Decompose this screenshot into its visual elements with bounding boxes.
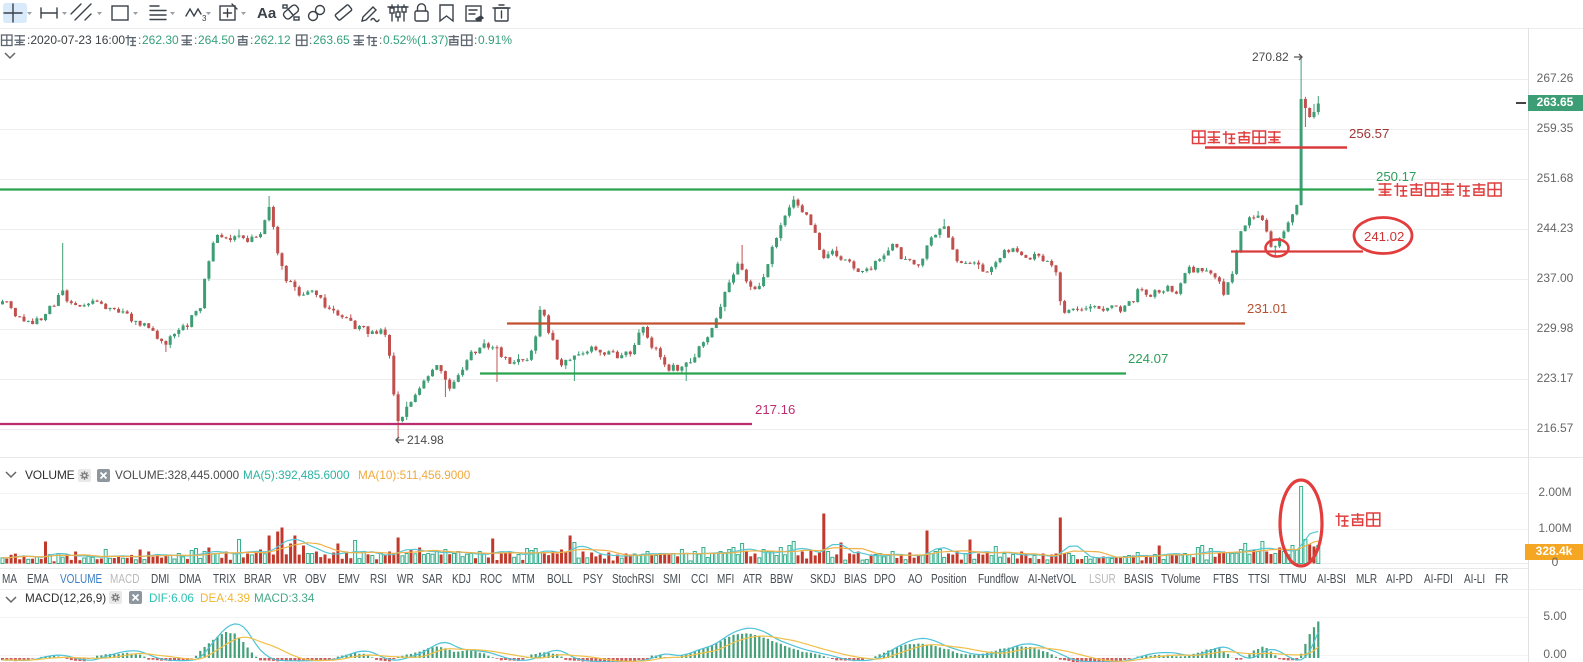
- svg-text:3: 3: [202, 14, 207, 23]
